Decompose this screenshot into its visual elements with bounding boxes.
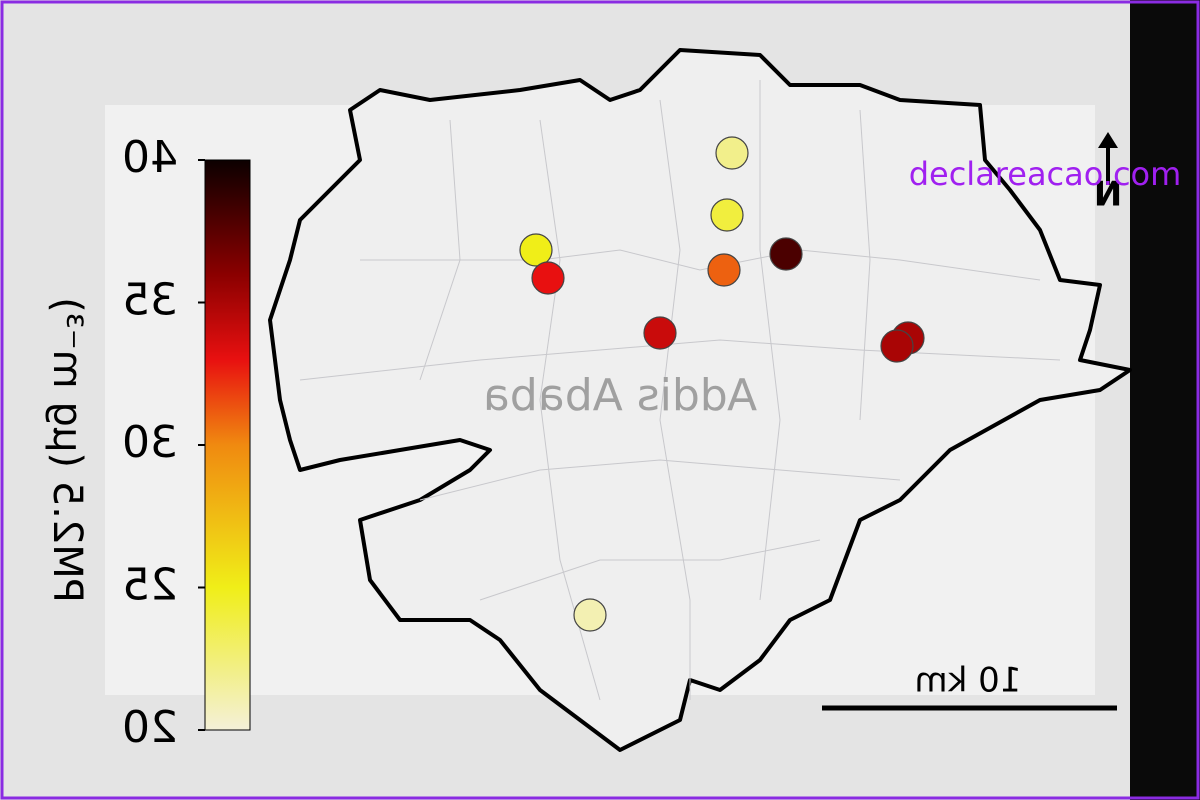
station xyxy=(715,136,749,170)
colorbar-tick-label: 25 xyxy=(122,560,178,611)
colorbar-tick-label: 40 xyxy=(122,132,178,183)
station xyxy=(643,316,677,350)
station xyxy=(710,198,744,232)
place-label: Addis Ababa xyxy=(483,370,757,421)
station xyxy=(880,329,914,363)
north-arrow-head xyxy=(1098,132,1118,148)
station xyxy=(573,598,607,632)
colorbar xyxy=(204,159,251,731)
colorbar-tick-label: 35 xyxy=(122,275,178,326)
north-label: N xyxy=(1094,175,1122,215)
scale-bar-label: 10 km xyxy=(915,661,1022,701)
colorbar-tick-label: 30 xyxy=(122,417,178,468)
station xyxy=(531,261,565,295)
city-boundary xyxy=(268,48,1132,752)
watermark: declareacao.com xyxy=(909,155,1182,193)
station xyxy=(707,253,741,287)
black-strip xyxy=(1130,0,1200,800)
colorbar-title: PM2.5 (μg m⁻³) xyxy=(44,297,90,603)
station xyxy=(769,237,803,271)
colorbar-tick-label: 20 xyxy=(122,702,178,753)
station xyxy=(519,233,553,267)
